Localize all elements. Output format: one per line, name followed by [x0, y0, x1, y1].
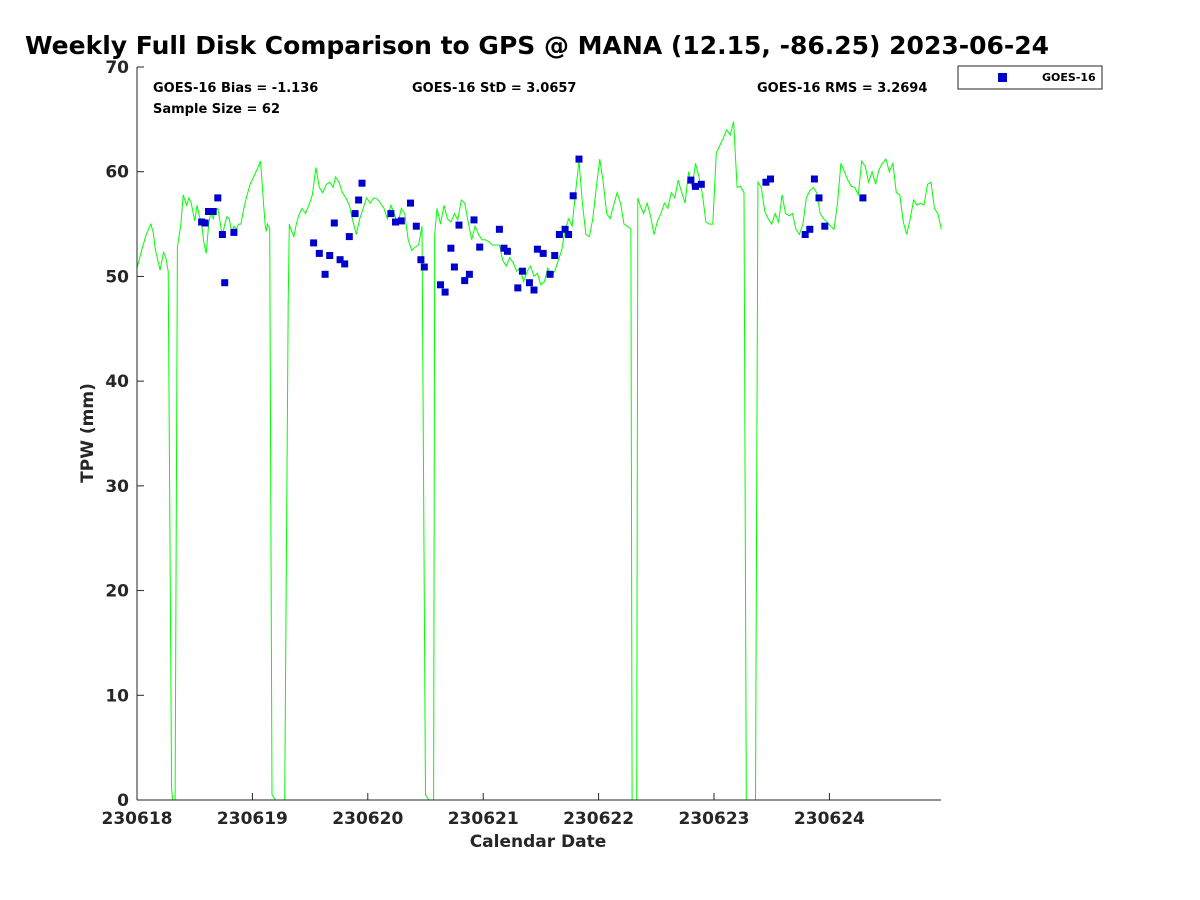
goes16-point — [205, 208, 212, 215]
goes16-point — [351, 210, 359, 218]
std-annotation: GOES-16 StD = 3.0657 — [412, 81, 576, 96]
goes16-point — [310, 239, 318, 247]
goes16-point — [503, 247, 511, 255]
x-tick-label: 230624 — [794, 809, 865, 829]
goes16-point — [815, 194, 823, 202]
plot-area — [137, 67, 941, 800]
x-tick-label: 230622 — [563, 809, 634, 829]
goes16-point — [561, 225, 569, 233]
goes16-point — [801, 231, 809, 238]
goes16-point — [565, 231, 573, 238]
x-tick-label: 230619 — [217, 809, 288, 829]
y-tick-label: 10 — [105, 686, 129, 706]
goes16-point — [530, 286, 538, 294]
x-tick-label: 230618 — [102, 809, 173, 829]
goes16-point — [518, 267, 526, 275]
goes16-point — [476, 243, 484, 251]
goes16-point — [230, 228, 238, 236]
goes16-point — [687, 176, 695, 184]
goes16-point — [569, 192, 577, 200]
goes16-point — [461, 277, 469, 285]
legend-marker — [998, 73, 1007, 82]
goes16-point — [692, 182, 699, 190]
goes16-point — [514, 284, 522, 292]
goes16-point — [533, 245, 541, 253]
chart-title: Weekly Full Disk Comparison to GPS @ MAN… — [25, 31, 1049, 60]
goes16-point — [407, 199, 414, 207]
goes16-point — [326, 252, 334, 259]
x-tick-label: 230620 — [332, 809, 403, 829]
goes16-point — [767, 175, 774, 183]
goes16-point — [397, 217, 405, 225]
goes16-point — [697, 180, 705, 188]
goes16-point — [821, 222, 829, 230]
goes16-point — [806, 225, 814, 233]
goes16-point — [412, 222, 420, 230]
goes16-point — [551, 252, 559, 259]
goes16-point — [345, 233, 353, 241]
sample-size-annotation: Sample Size = 62 — [153, 102, 280, 117]
y-tick-label: 40 — [105, 372, 129, 392]
goes16-point — [315, 249, 323, 257]
goes16-point — [450, 263, 458, 271]
goes16-point — [214, 194, 222, 202]
goes16-point — [437, 281, 444, 289]
goes16-point — [387, 210, 395, 218]
goes16-point — [546, 270, 554, 278]
y-tick-label: 70 — [105, 58, 129, 78]
goes16-point — [341, 260, 349, 268]
goes16-point — [417, 256, 425, 264]
x-tick-label: 230621 — [448, 809, 519, 829]
y-tick-label: 30 — [105, 477, 129, 497]
y-tick-label: 0 — [117, 791, 129, 811]
x-axis-label: Calendar Date — [470, 832, 607, 852]
goes16-point — [392, 218, 399, 226]
y-axis-ticks: 0 10 20 30 40 50 60 70 — [105, 58, 144, 811]
goes16-point — [330, 219, 338, 227]
goes16-point — [209, 208, 217, 215]
goes16-point — [555, 231, 563, 238]
goes16-point — [420, 263, 428, 271]
goes16-point — [762, 178, 770, 186]
gps-series-line — [136, 121, 942, 801]
legend-box — [957, 65, 1103, 90]
legend: GOES-16 — [957, 65, 1103, 90]
goes16-point — [221, 279, 229, 287]
goes16-point — [455, 221, 463, 229]
goes16-point — [336, 256, 344, 264]
goes16-point — [447, 244, 455, 252]
y-tick-label: 50 — [105, 267, 129, 287]
goes16-point — [525, 279, 533, 287]
goes16-point — [810, 175, 818, 183]
goes16-point — [859, 194, 867, 202]
goes16-point — [575, 155, 583, 163]
goes16-point — [358, 179, 366, 187]
legend-label: GOES-16 — [1042, 71, 1096, 84]
y-tick-label: 60 — [105, 163, 129, 183]
y-axis-label: TPW (mm) — [78, 383, 98, 483]
rms-annotation: GOES-16 RMS = 3.2694 — [757, 81, 927, 96]
bias-annotation: GOES-16 Bias = -1.136 — [153, 81, 318, 96]
goes16-point — [355, 196, 363, 204]
goes16-point — [539, 249, 547, 257]
y-tick-label: 20 — [105, 582, 129, 602]
goes16-point — [495, 225, 503, 233]
goes16-point — [321, 270, 329, 278]
goes16-point — [470, 216, 478, 224]
x-tick-label: 230623 — [679, 809, 750, 829]
goes16-point — [465, 270, 473, 278]
goes16-point — [441, 288, 449, 296]
goes16-point — [201, 219, 209, 227]
x-axis-ticks: 230618 230619 230620 230621 230622 230623 2306… — [102, 793, 865, 829]
goes16-point — [218, 231, 226, 238]
